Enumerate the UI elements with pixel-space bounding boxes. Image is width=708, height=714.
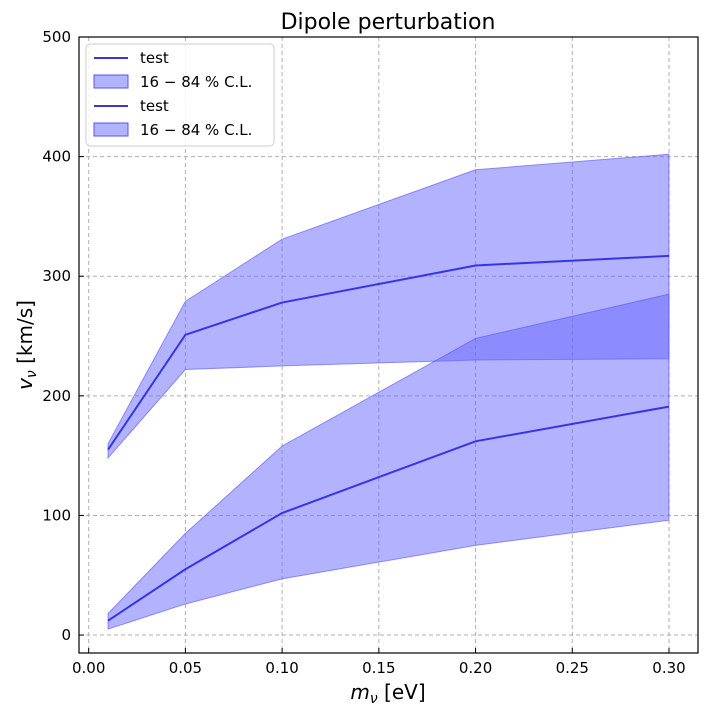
y-tick-label: 400 (42, 148, 71, 166)
x-axis-label-unit: [eV] (378, 680, 426, 704)
y-tick-label: 200 (42, 387, 71, 405)
y-tick-label: 500 (42, 28, 71, 46)
median-lines (107, 254, 670, 622)
legend-band-swatch (93, 74, 129, 89)
y-axis-label-unit: [km/s] (13, 300, 37, 370)
y-tick-label: 300 (42, 267, 71, 285)
x-tick-label: 0.05 (169, 659, 202, 677)
y-axis-label: vν [km/s] (13, 300, 40, 390)
y-tick-label: 100 (42, 506, 71, 524)
y-axis-label-subscript: ν (24, 370, 40, 378)
legend-band-swatch (93, 122, 129, 137)
axis-ticks: 0.00 0.05 0.10 0.15 0.20 0.25 0.30 0 100 200 300 40… (42, 28, 685, 677)
y-axis-label-main: v (13, 377, 37, 390)
x-axis-label: mν [eV] (350, 680, 425, 707)
plot-frame (78, 36, 699, 654)
legend-label: 16 − 84 % C.L. (140, 121, 252, 139)
y-tick-label: 0 (61, 626, 71, 644)
band-series-2 (107, 293, 670, 630)
legend-label: 16 − 84 % C.L. (140, 73, 252, 91)
median-line-series-2 (107, 405, 670, 622)
x-tick-label: 0.10 (265, 659, 298, 677)
x-tick-label: 0.20 (459, 659, 492, 677)
legend-label: test (140, 49, 169, 67)
legend-box (85, 43, 275, 147)
x-tick-label: 0.15 (362, 659, 395, 677)
median-line-series-1 (107, 254, 670, 451)
chart-title: Dipole perturbation (281, 10, 496, 35)
x-axis-label-subscript: ν (370, 691, 378, 707)
legend: test 16 − 84 % C.L. test 16 − 84 % C.L. (85, 43, 275, 147)
x-tick-label: 0.25 (556, 659, 589, 677)
x-tick-label: 0.00 (72, 659, 105, 677)
x-axis-label-main: m (350, 680, 369, 704)
x-tick-label: 0.30 (652, 659, 685, 677)
confidence-bands (107, 153, 670, 630)
legend-label: test (140, 97, 169, 115)
